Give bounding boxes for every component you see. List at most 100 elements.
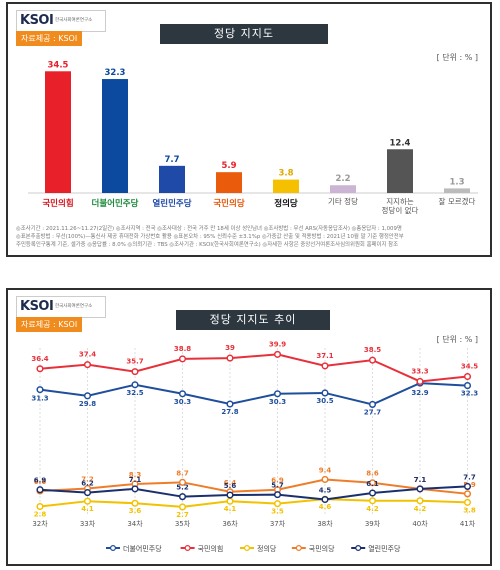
- series-point: [416, 497, 424, 505]
- data-label: 35.7: [126, 358, 143, 366]
- series-point: [463, 490, 472, 498]
- legend-marker: [184, 545, 191, 552]
- data-label: 37.1: [316, 352, 333, 360]
- data-label: 3.6: [129, 507, 142, 515]
- legend-label: 국민의당: [309, 544, 335, 553]
- party-logo-label: 국민의힘: [42, 198, 73, 209]
- bar: [444, 188, 470, 193]
- data-label: 29.8: [79, 400, 96, 408]
- series-line: [39, 382, 468, 406]
- series-line: [39, 498, 468, 508]
- data-label: 6.6: [34, 478, 47, 486]
- data-label: 38.8: [174, 345, 191, 353]
- x-tick-label: 35차: [175, 519, 191, 528]
- category-label: 정당이 없다: [382, 205, 419, 214]
- data-label: 7.7: [463, 473, 476, 481]
- data-label: 32.9: [411, 389, 428, 397]
- survey-note-2: ◎표본추출방법 : 무선(100%)—통신사 제공 휴대전화 가상번호 활용 ◎…: [16, 234, 404, 240]
- data-label: 30.5: [316, 397, 333, 405]
- data-label: 6.2: [81, 480, 94, 488]
- series-point: [226, 354, 234, 362]
- data-label: 6.9: [34, 477, 47, 485]
- series-point: [178, 503, 187, 511]
- bar: [45, 71, 71, 193]
- chart-title: 정당 지지도: [160, 24, 328, 44]
- series-point: [368, 479, 377, 487]
- series-point: [226, 491, 234, 499]
- data-label: 4.2: [366, 505, 379, 513]
- series-point: [131, 499, 139, 507]
- x-tick-label: 39차: [365, 519, 381, 528]
- logo-subtitle: 한국사회여론연구소: [55, 18, 93, 23]
- data-label: 4.6: [319, 503, 332, 511]
- category-label: 기타 정당: [328, 196, 358, 206]
- data-label: 36.4: [31, 355, 48, 363]
- series-point: [273, 491, 282, 499]
- series-point: [178, 355, 187, 363]
- data-label: 7.2: [81, 475, 94, 483]
- chart-title: 정당 지지도 추이: [176, 310, 330, 330]
- bar-chart: 34.5 국민의힘 32.3 더불어민주당 7.7 열린민주당 5.9 국민의당 3.8 정의당 2…: [28, 60, 478, 214]
- data-label: 30.3: [269, 398, 286, 406]
- data-label: 30.3: [174, 398, 191, 406]
- bar: [102, 79, 128, 193]
- series-line: [39, 478, 468, 495]
- data-label: 33.3: [411, 367, 428, 375]
- data-label: 4.5: [319, 487, 332, 495]
- unit-label: [ 단위 : % ]: [436, 53, 478, 62]
- data-label: 5.6: [224, 482, 237, 490]
- legend-label: 정의당: [257, 544, 277, 553]
- series-point: [368, 489, 377, 497]
- series-line: [39, 485, 468, 501]
- category-label: 잘 모르겠다: [439, 196, 476, 206]
- series-point: [131, 368, 139, 376]
- series-point: [273, 390, 282, 398]
- data-label: 5.9: [221, 161, 236, 171]
- series-point: [273, 500, 282, 508]
- data-label: 2.2: [335, 174, 350, 184]
- series-point: [131, 381, 139, 389]
- series-point: [321, 362, 329, 370]
- data-label: 2.7: [176, 511, 189, 519]
- series-point: [463, 482, 472, 490]
- data-label: 8.6: [366, 470, 379, 478]
- data-label: 5.2: [176, 484, 189, 492]
- legend-label: 국민의힘: [198, 544, 224, 553]
- series-point: [273, 350, 282, 358]
- legend-label: 더불어민주당: [123, 544, 162, 553]
- ksoi-logo: KSOI 한국사회여론연구소: [16, 296, 106, 318]
- source-label: 자료제공 : KSOI: [16, 31, 83, 46]
- survey-note-1: ◎조사기간 : 2021.11.26~11.27(2일간) ◎조사지역 : 전국…: [16, 226, 402, 232]
- data-label: 31.3: [31, 395, 48, 403]
- series-point: [178, 390, 187, 398]
- data-label: 9.4: [319, 466, 332, 474]
- x-tick-label: 38차: [317, 519, 333, 528]
- x-tick-label: 32차: [32, 519, 48, 528]
- series-point: [368, 400, 377, 408]
- party-support-trend-panel: KSOI 한국사회여론연구소 자료제공 : KSOI 정당 지지도 추이 [ 단…: [6, 288, 492, 566]
- series-point: [226, 400, 234, 408]
- data-label: 32.5: [126, 389, 143, 397]
- series-point: [463, 382, 472, 390]
- data-label: 8.7: [176, 469, 189, 477]
- series-point: [36, 502, 44, 511]
- series-point: [36, 365, 44, 373]
- legend-marker: [109, 545, 116, 552]
- data-label: 5.7: [271, 482, 284, 490]
- data-label: 6.4: [224, 479, 237, 487]
- x-tick-label: 36차: [222, 519, 238, 528]
- data-label: 6.1: [366, 480, 379, 488]
- x-tick-label: 34차: [127, 519, 143, 528]
- bar: [159, 165, 185, 193]
- logo-mark: KSOI: [20, 299, 54, 314]
- party-logo-label: 더불어민주당: [92, 198, 139, 209]
- series-point: [131, 485, 139, 493]
- bar: [273, 179, 299, 193]
- series-point: [83, 489, 92, 497]
- legend-marker: [295, 545, 302, 552]
- x-tick-label: 41차: [460, 519, 476, 528]
- legend-marker: [355, 545, 362, 552]
- legend-marker: [244, 545, 251, 552]
- series-point: [83, 361, 92, 369]
- unit-label: [ 단위 : % ]: [436, 335, 478, 344]
